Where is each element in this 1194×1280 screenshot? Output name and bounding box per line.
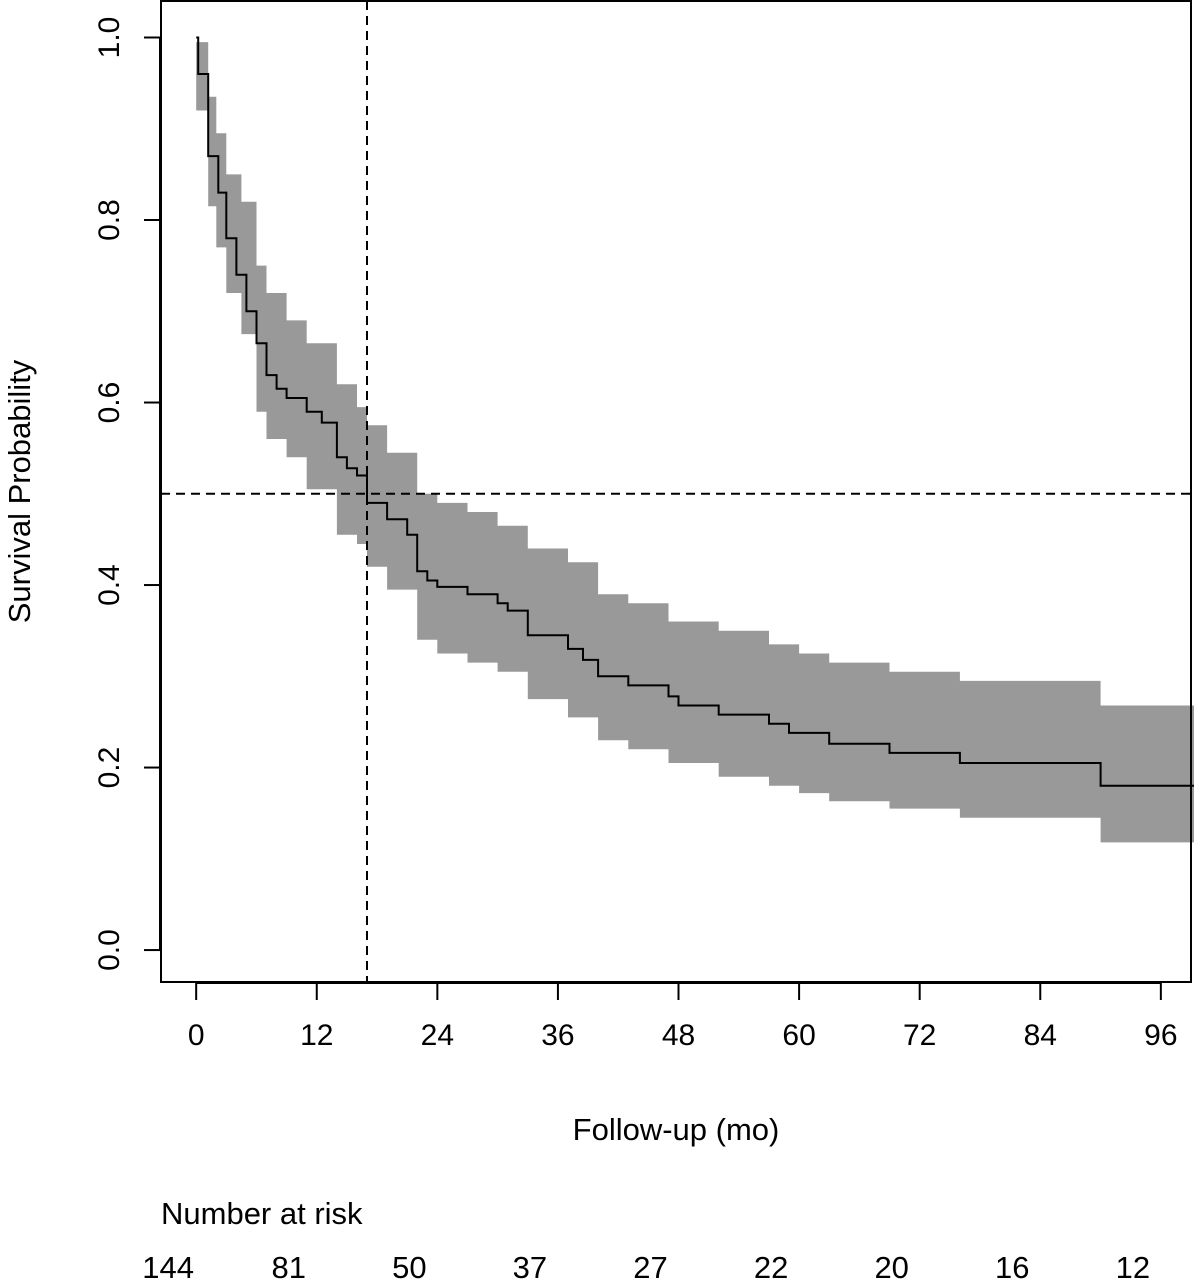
risk-count: 37 [513,1250,547,1280]
risk-count: 144 [142,1250,194,1280]
x-tick-label: 12 [300,1019,333,1052]
x-axis-label: Follow-up (mo) [573,1112,780,1147]
y-tick-label: 0.6 [93,382,126,424]
y-tick-label: 0.8 [93,199,126,241]
reference-lines-layer [161,1,1191,982]
survival-curve [196,36,1194,787]
x-axis: 0 12 24 36 48 60 72 84 96 [188,982,1178,1052]
confidence-band-layer [196,42,1194,843]
survival-curve-layer [196,36,1194,787]
x-tick-label: 84 [1024,1019,1057,1052]
y-axis: 0.0 0.2 0.4 0.6 0.8 1.0 [93,17,161,971]
x-tick-label: 48 [662,1019,695,1052]
x-tick-label: 24 [421,1019,454,1052]
risk-count: 81 [272,1250,306,1280]
confidence-band [196,42,1194,843]
risk-count: 22 [754,1250,788,1280]
risk-count: 20 [874,1250,908,1280]
y-tick-label: 0.2 [93,747,126,789]
risk-count: 16 [995,1250,1029,1280]
risk-count: 50 [392,1250,426,1280]
x-tick-label: 0 [188,1019,205,1052]
risk-count: 27 [633,1250,667,1280]
number-at-risk-row: 144 81 50 37 27 22 20 16 12 [142,1250,1150,1280]
y-tick-label: 0.0 [93,929,126,971]
y-tick-label: 1.0 [93,17,126,59]
x-tick-label: 96 [1144,1019,1177,1052]
number-at-risk-label: Number at risk [161,1196,363,1231]
y-axis-label: Survival Probability [2,359,37,623]
risk-count: 12 [1116,1250,1150,1280]
x-tick-label: 36 [541,1019,574,1052]
x-tick-label: 60 [782,1019,815,1052]
x-tick-label: 72 [903,1019,936,1052]
y-tick-label: 0.4 [93,564,126,606]
plot-frame [160,0,1192,983]
